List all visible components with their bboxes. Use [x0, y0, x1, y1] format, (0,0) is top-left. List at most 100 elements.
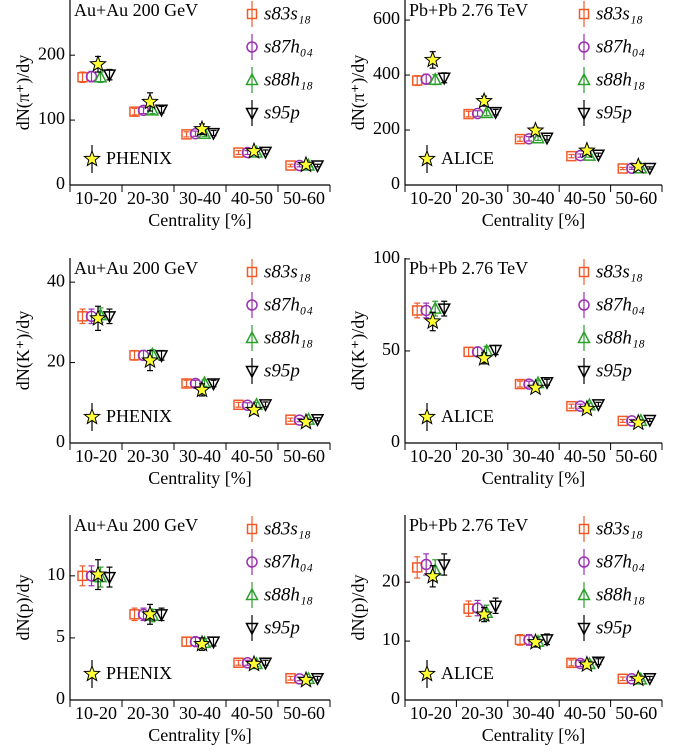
point [643, 162, 657, 176]
x-axis-label: Centrality [%] [482, 725, 585, 745]
y-tick-label: 100 [38, 108, 65, 128]
x-tick-label: 10-20 [410, 188, 452, 208]
x-tick-label: 40-50 [564, 446, 606, 466]
y-tick-label: 20 [382, 570, 400, 590]
legend-label: s83s₁₈ [596, 261, 643, 282]
legend-label: s95p [264, 360, 300, 381]
x-tick-label: 10-20 [75, 703, 117, 723]
point [479, 105, 494, 119]
point [137, 104, 150, 117]
y-tick-label: 20 [47, 351, 65, 371]
x-tick-label: 40-50 [231, 188, 273, 208]
data-point [629, 669, 648, 687]
y-tick-label: 200 [38, 43, 65, 63]
y-axis-label: dN(π⁺)/dy [13, 55, 34, 131]
point [154, 609, 169, 622]
legend-marker [83, 664, 101, 682]
point [258, 399, 273, 413]
annotation: Au+Au 200 GeV [74, 258, 198, 278]
legend-label: PHENIX [106, 148, 172, 168]
point [591, 149, 606, 163]
data-point [577, 141, 596, 159]
data-point [297, 670, 315, 688]
legend-label: s88h₁₈ [264, 327, 313, 348]
data-point [475, 91, 494, 109]
legend-label: s95p [596, 102, 632, 123]
point [310, 673, 325, 686]
y-tick-label: 0 [56, 173, 65, 193]
y-tick-label: 400 [373, 63, 400, 83]
legend-marker [246, 41, 258, 53]
x-axis-label: Centrality [%] [148, 725, 251, 745]
legend-label: s88h₁₈ [264, 69, 313, 90]
legend-marker [578, 523, 590, 535]
y-tick-label: 0 [56, 688, 65, 708]
legend-label: s83s₁₈ [596, 518, 643, 539]
point [488, 600, 503, 614]
data-point [423, 312, 442, 330]
data-point [577, 655, 596, 673]
legend-marker [245, 622, 259, 636]
legend-marker [577, 72, 591, 86]
x-tick-label: 20-30 [461, 703, 503, 723]
legend-label: s95p [264, 102, 300, 123]
legend-marker [246, 523, 258, 535]
data-point [89, 565, 107, 583]
legend-label: PHENIX [106, 663, 172, 683]
legend-marker [418, 664, 436, 682]
legend-marker [578, 299, 590, 311]
y-axis-label: dN(K⁺)/dy [13, 311, 34, 391]
legend-marker [246, 266, 258, 278]
legend-marker [418, 407, 436, 425]
data-point [475, 348, 494, 366]
point [582, 147, 597, 161]
x-tick-label: 30-40 [513, 446, 555, 466]
data-point [297, 155, 315, 173]
point [102, 69, 117, 83]
x-tick-label: 10-20 [75, 188, 117, 208]
point [310, 160, 325, 174]
legend-label: s87h₀₄ [264, 551, 313, 572]
data-point [475, 605, 494, 623]
point [154, 350, 169, 363]
legend-label: s83s₁₈ [264, 3, 311, 24]
y-axis-label: dN(π⁺)/dy [348, 55, 369, 131]
x-tick-label: 30-40 [179, 703, 221, 723]
legend-label: ALICE [441, 148, 494, 168]
x-tick-label: 30-40 [179, 446, 221, 466]
point [437, 303, 451, 317]
legend-marker [577, 587, 591, 601]
legend-marker [577, 365, 591, 379]
data-point [89, 54, 107, 72]
point [428, 301, 442, 314]
legend-marker [245, 330, 259, 344]
x-tick-label: 20-30 [461, 188, 503, 208]
x-tick-label: 20-30 [461, 446, 503, 466]
legend-marker [83, 407, 101, 425]
x-tick-label: 40-50 [564, 188, 606, 208]
legend-label: s87h₀₄ [264, 294, 313, 315]
point [437, 559, 451, 573]
point [437, 72, 451, 86]
legend-marker [246, 8, 258, 20]
y-tick-label: 0 [391, 173, 400, 193]
x-axis-label: Centrality [%] [148, 210, 251, 230]
point [420, 73, 432, 85]
x-axis-label: Centrality [%] [148, 468, 251, 488]
point [206, 127, 221, 141]
legend-marker [83, 149, 101, 167]
legend-label: s83s₁₈ [596, 3, 643, 24]
y-tick-label: 5 [56, 626, 65, 646]
point [258, 657, 273, 671]
x-tick-label: 30-40 [513, 188, 555, 208]
legend-label: s95p [596, 360, 632, 381]
legend-label: s95p [264, 617, 300, 638]
point [258, 146, 273, 160]
y-tick-label: 40 [47, 270, 65, 290]
point [488, 344, 503, 358]
legend-marker [578, 266, 590, 278]
data-point [245, 141, 263, 159]
data-point [423, 50, 442, 68]
legend-marker [418, 149, 436, 167]
